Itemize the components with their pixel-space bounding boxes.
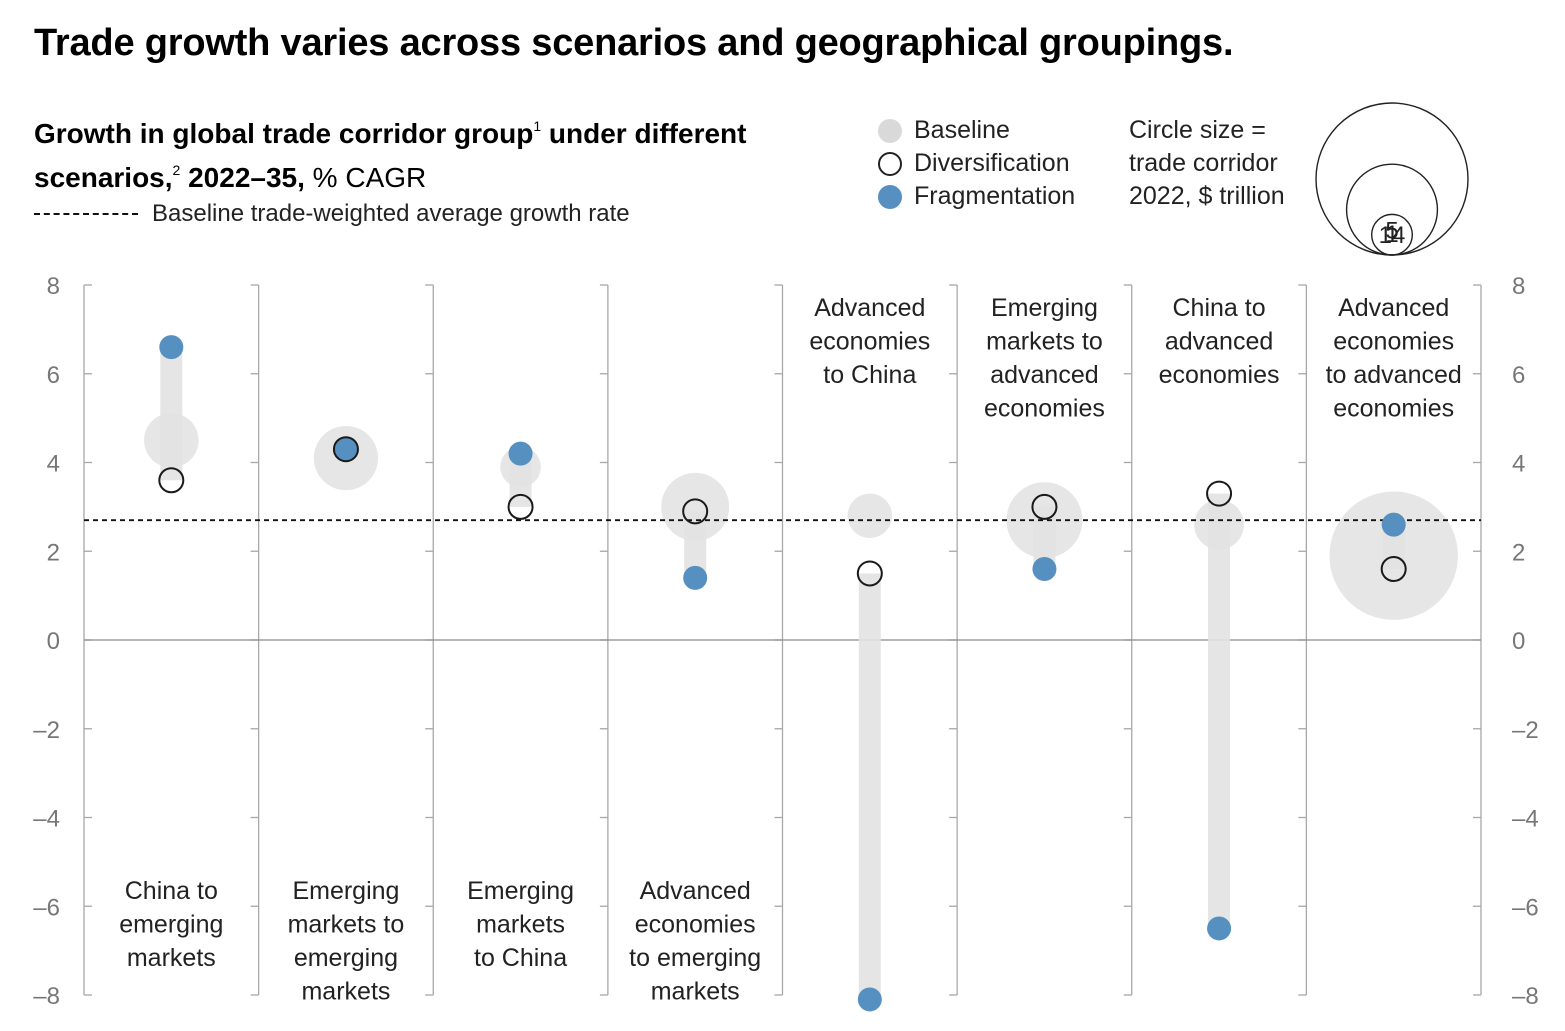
fragmentation-point [857, 987, 882, 1012]
diversification-point [507, 493, 534, 520]
group-label-line: economies [1333, 395, 1454, 423]
size-legend-label: 1 [1385, 221, 1398, 248]
y-tick-label-right: 4 [1512, 451, 1525, 478]
subtitle-years: 2022–35, [180, 162, 305, 193]
group-label-line: China to [125, 877, 218, 905]
diversification-point [682, 498, 709, 525]
subtitle-mid: under different scenarios, [34, 118, 747, 193]
group-label-line: China to [1173, 294, 1266, 322]
fragmentation-point [683, 565, 708, 590]
group-label-line: to China [823, 361, 916, 389]
y-tick-label-right: –2 [1512, 717, 1539, 744]
reference-line-label: Baseline trade-weighted average growth r… [152, 200, 630, 227]
fragmentation-point [508, 441, 533, 466]
diversification-point [1206, 480, 1233, 507]
scenario-range-bar [1208, 493, 1231, 929]
group-label-line: emerging [294, 944, 398, 972]
y-tick-label-left: 8 [47, 273, 60, 300]
group-label-line: economies [1159, 361, 1280, 389]
y-tick-label-left: –6 [33, 894, 60, 921]
legend-label-diversification: Diversification [914, 149, 1070, 177]
fragmentation-point [1032, 557, 1057, 581]
group-label-line: markets [127, 944, 216, 972]
group-label-line: to advanced [1326, 361, 1462, 389]
fragmentation-point [159, 335, 184, 360]
size-legend-label: 14 [1379, 222, 1406, 249]
fragmentation-dot-icon [878, 184, 902, 209]
y-tick-label-left: 4 [47, 451, 60, 478]
footnote-1: 1 [533, 118, 542, 134]
group-label-line: emerging [119, 911, 223, 939]
footnote-2: 2 [172, 162, 181, 178]
group-label-line: advanced [1165, 328, 1273, 356]
y-tick-label-right: 6 [1512, 362, 1525, 389]
group-label-line: markets [476, 911, 565, 939]
y-tick-label-right: –4 [1512, 806, 1539, 833]
y-tick-label-left: 0 [47, 628, 60, 655]
size-legend-text: Circle size = trade corridor 2022, $ tri… [1129, 116, 1285, 210]
group-label-line: Advanced [1338, 294, 1449, 322]
series-legend: Baseline Diversification Fragmentation [878, 114, 1075, 213]
group-label-line: Emerging [991, 294, 1098, 322]
y-tick-label-left: –8 [33, 983, 60, 1010]
size-legend-label: 5 [1385, 218, 1398, 245]
diversification-point [1380, 556, 1407, 582]
legend-item-fragmentation: Fragmentation [878, 180, 1075, 213]
group-label-line: markets [301, 978, 390, 1006]
group-label-line: markets to [288, 911, 405, 939]
y-tick-label-right: 8 [1512, 273, 1525, 300]
legend-label-fragmentation: Fragmentation [914, 182, 1076, 210]
group-label-line: markets [651, 978, 740, 1006]
diversification-point [1031, 493, 1058, 520]
subtitle-unit: % CAGR [304, 162, 427, 193]
scenario-range-bar [160, 347, 183, 481]
diversification-ring-icon [878, 151, 902, 176]
group-label-line: Emerging [292, 877, 399, 905]
group-label-line: Emerging [467, 877, 574, 905]
y-tick-label-left: 2 [47, 539, 60, 566]
fragmentation-point [1381, 512, 1406, 537]
fragmentation-point [1207, 916, 1232, 941]
y-tick-label-right: 2 [1512, 539, 1525, 566]
size-legend-circle [1370, 213, 1414, 256]
legend-item-diversification: Diversification [878, 147, 1075, 180]
diversification-point [158, 467, 185, 494]
reference-line-legend: Baseline trade-weighted average growth r… [34, 200, 630, 228]
baseline-circle [847, 493, 893, 539]
group-label-line: economies [635, 911, 756, 939]
subtitle-main: Growth in global trade corridor group [34, 118, 534, 149]
group-label-line: markets to [986, 328, 1103, 356]
group-label-line: advanced [990, 361, 1098, 389]
y-tick-label-right: –6 [1512, 894, 1539, 921]
y-tick-label-right: –8 [1512, 983, 1539, 1010]
baseline-circle [661, 472, 730, 541]
group-label-line: to emerging [629, 944, 761, 972]
group-label-line: to China [474, 944, 567, 972]
y-tick-label-right: 0 [1512, 628, 1525, 655]
chart-subtitle: Growth in global trade corridor group1 u… [34, 108, 754, 196]
scenario-range-bar [858, 573, 881, 1000]
fragmentation-point [333, 437, 358, 462]
diversification-point [856, 560, 883, 587]
group-label-line: economies [809, 328, 930, 356]
legend-label-baseline: Baseline [914, 116, 1010, 144]
legend-item-baseline: Baseline [878, 114, 1075, 147]
dashed-line-icon [34, 213, 138, 215]
page-title: Trade growth varies across scenarios and… [34, 22, 1234, 64]
scenario-range-bar [1033, 506, 1056, 569]
scenario-range-bar [684, 511, 707, 578]
group-label-line: Advanced [814, 294, 925, 322]
scenario-range-bar [509, 453, 532, 507]
group-label-line: economies [984, 395, 1105, 423]
diversification-point [332, 436, 359, 463]
y-tick-label-left: –2 [33, 717, 60, 744]
group-label-line: Advanced [640, 877, 751, 905]
group-label-line: economies [1333, 328, 1454, 356]
y-tick-label-left: 6 [47, 362, 60, 389]
baseline-dot-icon [878, 118, 902, 143]
y-tick-label-left: –4 [33, 806, 60, 833]
